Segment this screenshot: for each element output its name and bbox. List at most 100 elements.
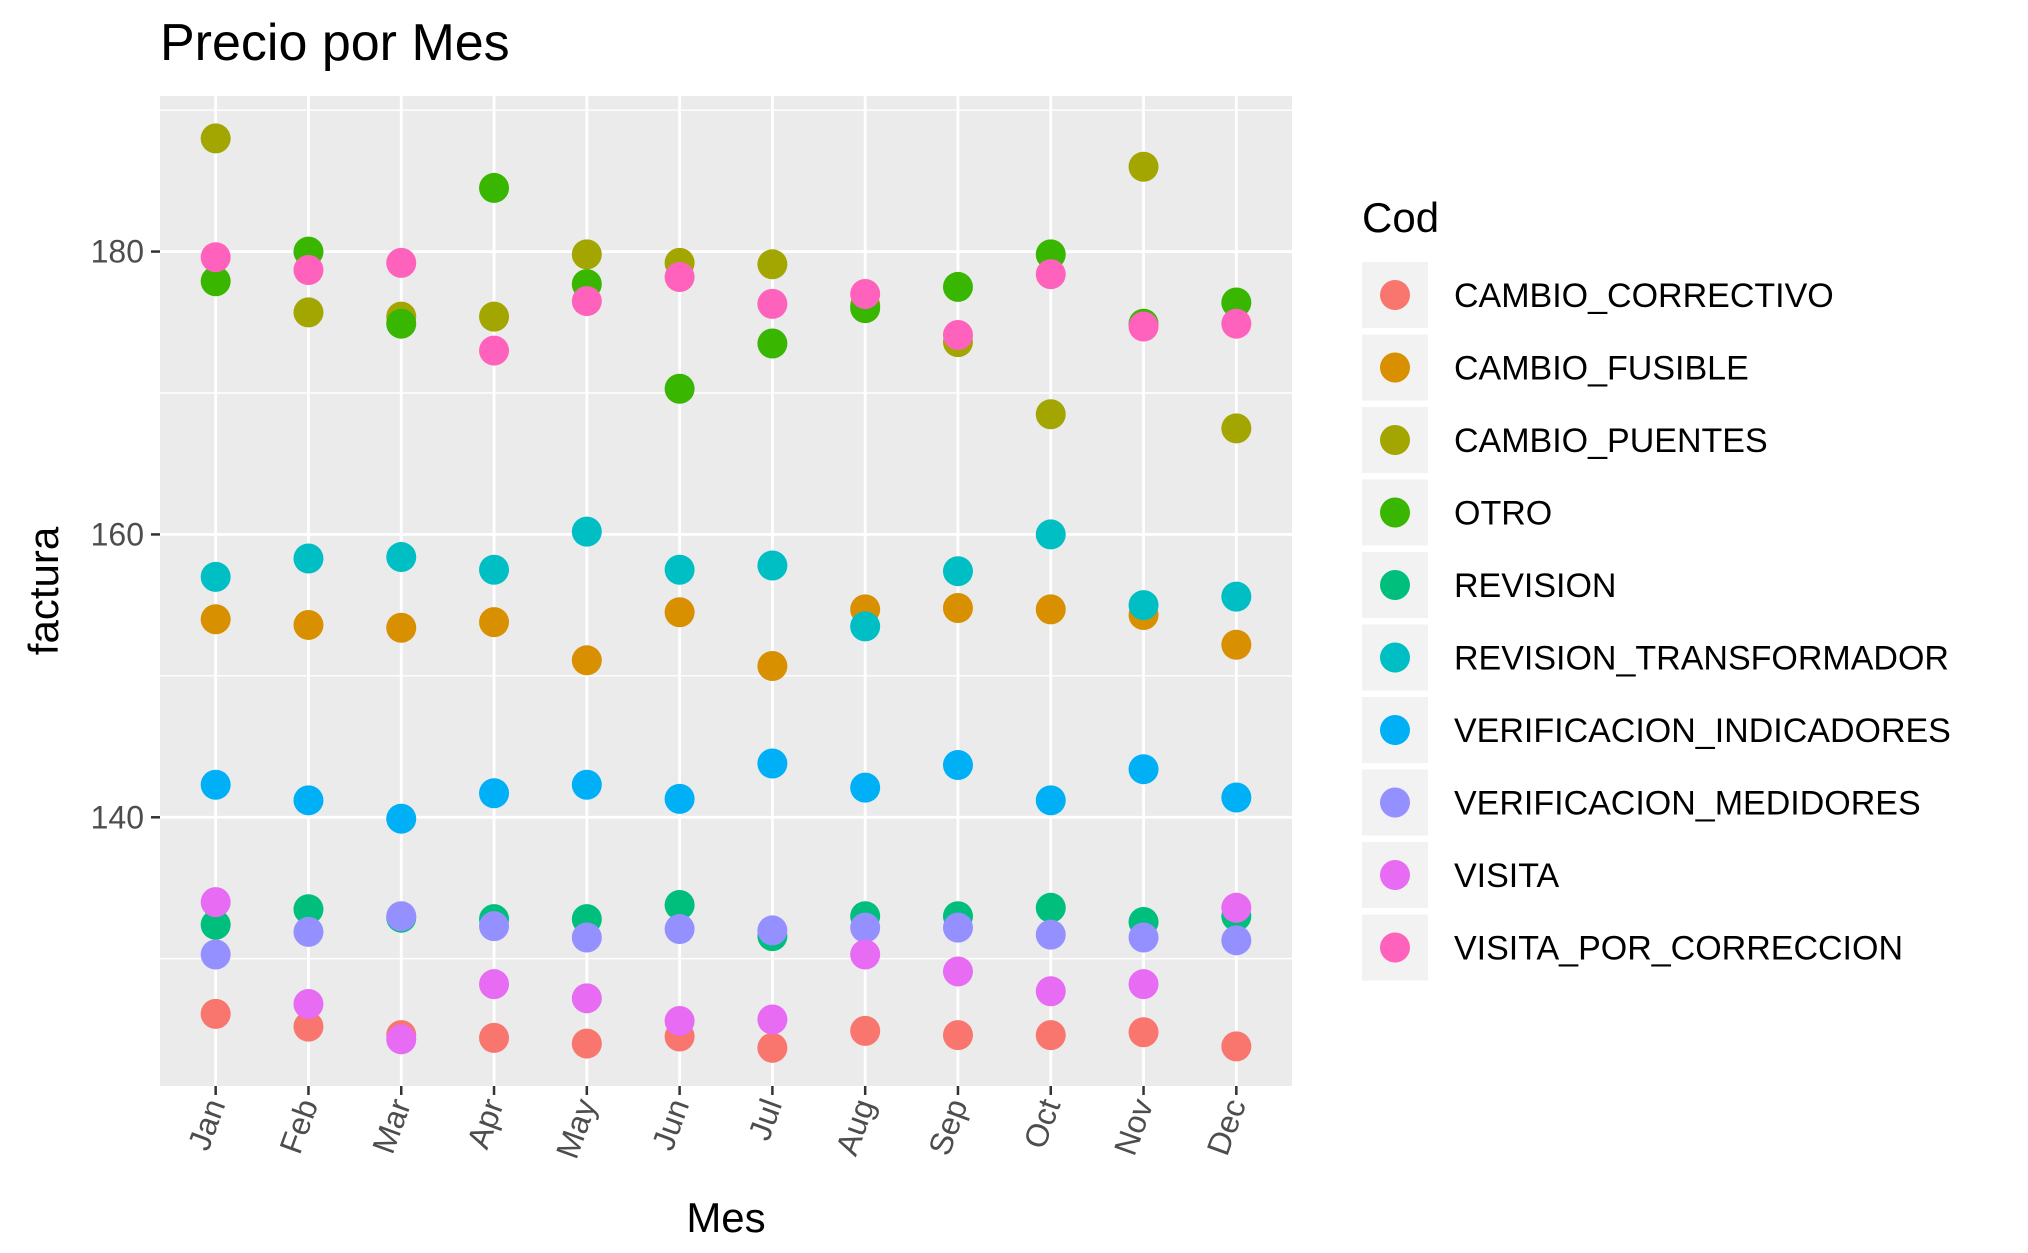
data-point (571, 769, 602, 800)
data-point (479, 778, 510, 809)
data-point (200, 998, 231, 1029)
data-point (200, 242, 231, 273)
data-point (850, 1015, 881, 1046)
plot-panel (160, 96, 1292, 1086)
x-tick-label: Aug (828, 1094, 881, 1160)
data-point (1035, 399, 1066, 430)
y-tick-label: 180 (91, 234, 144, 270)
data-point (850, 939, 881, 970)
data-point (386, 803, 417, 834)
x-tick-label: Jul (741, 1094, 789, 1145)
data-point (1221, 287, 1252, 318)
data-point (386, 247, 417, 278)
legend-label: VERIFICACION_INDICADORES (1454, 712, 1951, 750)
x-tick-label: Jun (645, 1094, 696, 1155)
data-point (200, 887, 231, 918)
legend-marker (1380, 425, 1410, 455)
data-point (757, 249, 788, 280)
data-point (757, 328, 788, 359)
data-point (942, 271, 973, 302)
data-point (479, 911, 510, 942)
legend-label: VISITA_POR_CORRECCION (1454, 930, 1903, 968)
legend-label: CAMBIO_CORRECTIVO (1454, 277, 1834, 315)
x-tick-label: Oct (1016, 1094, 1067, 1153)
data-point (1035, 519, 1066, 550)
legend-label: REVISION (1454, 567, 1616, 605)
data-point (1035, 1020, 1066, 1051)
data-point (1221, 629, 1252, 660)
y-axis: 140 160 180 (91, 234, 160, 835)
data-point (1128, 969, 1159, 1000)
data-point (1128, 590, 1159, 621)
data-point (664, 262, 695, 293)
legend-marker (1380, 860, 1410, 890)
x-tick-label: Feb (272, 1094, 325, 1158)
x-axis-title: Mes (686, 1194, 765, 1241)
x-tick-label: Jan (181, 1094, 232, 1155)
data-point (942, 912, 973, 943)
data-point (200, 939, 231, 970)
data-point (479, 969, 510, 1000)
x-tick-label: Apr (460, 1094, 511, 1153)
data-point (757, 650, 788, 681)
data-point (479, 1022, 510, 1053)
data-point (850, 611, 881, 642)
data-point (571, 239, 602, 270)
data-point (664, 889, 695, 920)
y-axis-title: factura (20, 526, 67, 655)
legend-marker (1380, 787, 1410, 818)
grid-minor (160, 109, 1292, 960)
data-point (757, 1032, 788, 1063)
data-point (293, 254, 324, 285)
data-point (757, 1004, 788, 1035)
legend-marker (1380, 932, 1410, 963)
data-point (386, 901, 417, 932)
data-point (293, 543, 324, 574)
x-tick-label: May (549, 1094, 604, 1163)
data-point (942, 556, 973, 587)
data-point (479, 554, 510, 585)
legend-marker (1380, 280, 1410, 310)
data-point (479, 335, 510, 366)
data-point (1035, 594, 1066, 625)
data-point (1221, 782, 1252, 813)
data-points (200, 123, 1252, 1063)
data-point (386, 542, 417, 573)
legend-label: CAMBIO_PUENTES (1454, 422, 1768, 460)
y-tick-label: 160 (91, 516, 144, 552)
data-point (571, 922, 602, 953)
data-point (942, 320, 973, 351)
data-point (1128, 754, 1159, 785)
data-point (571, 516, 602, 547)
data-point (386, 1024, 417, 1055)
data-point (757, 915, 788, 946)
legend-marker (1380, 715, 1410, 745)
data-point (571, 983, 602, 1014)
data-point (1035, 976, 1066, 1007)
data-point (571, 1028, 602, 1059)
data-point (942, 956, 973, 987)
data-point (200, 266, 231, 297)
data-point (942, 1020, 973, 1051)
legend-label: CAMBIO_FUSIBLE (1454, 350, 1749, 388)
legend-marker (1380, 352, 1410, 383)
data-point (850, 912, 881, 943)
data-point (571, 645, 602, 676)
data-point (479, 301, 510, 332)
data-point (1221, 892, 1252, 923)
data-point (1221, 308, 1252, 339)
y-tick-label: 140 (91, 799, 144, 835)
data-point (664, 373, 695, 404)
data-point (1035, 785, 1066, 816)
data-point (200, 561, 231, 592)
data-point (664, 783, 695, 814)
data-point (850, 772, 881, 803)
data-point (293, 609, 324, 640)
legend-marker (1380, 570, 1410, 600)
data-point (664, 1005, 695, 1036)
data-point (200, 769, 231, 800)
data-point (386, 308, 417, 339)
data-point (757, 550, 788, 581)
x-tick-label: Dec (1200, 1094, 1253, 1160)
